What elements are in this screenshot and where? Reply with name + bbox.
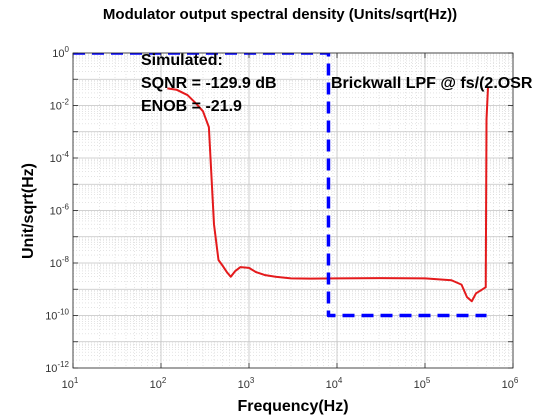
x-tick-label: 106 xyxy=(502,376,519,391)
y-tick-label: 100 xyxy=(52,45,69,60)
y-tick-label: 10-8 xyxy=(50,255,70,270)
x-axis-label: Frequency(Hz) xyxy=(73,398,513,416)
y-tick-label: 10-4 xyxy=(50,150,70,165)
y-tick-label: 10-10 xyxy=(45,308,69,323)
y-tick-label: 10-6 xyxy=(50,203,70,218)
y-axis-label: Unit/sqrt(Hz) xyxy=(20,163,38,259)
x-tick-label: 103 xyxy=(238,376,255,391)
annotation-sqnr: SQNR = -129.9 dB xyxy=(141,75,277,93)
x-tick-label: 105 xyxy=(414,376,431,391)
annotation-filter: Brickwall LPF @ fs/(2.OSR xyxy=(331,75,532,93)
y-tick-label: 10-12 xyxy=(45,360,69,375)
y-tick-label: 10-2 xyxy=(50,98,70,113)
x-tick-label: 101 xyxy=(62,376,79,391)
annotation-enob: ENOB = -21.9 xyxy=(141,98,242,116)
x-tick-label: 104 xyxy=(326,376,343,391)
x-tick-label: 102 xyxy=(150,376,167,391)
annotation-simulated: Simulated: xyxy=(141,52,223,70)
